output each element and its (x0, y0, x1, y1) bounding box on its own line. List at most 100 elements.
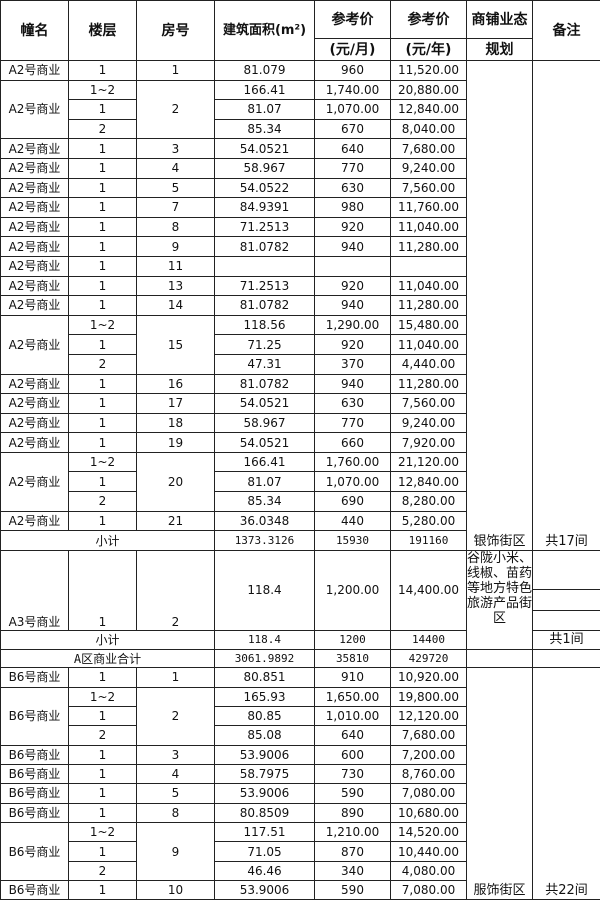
building-cell: B6号商业 (0, 763, 69, 785)
area-cell: 166.41 (214, 79, 315, 101)
building-cell: A2号商业 (0, 275, 69, 297)
building-cell: B6号商业 (0, 686, 69, 746)
floor-cell: 1 (68, 157, 137, 179)
table-row: 2 46.46 340 4,080.00 (1, 860, 600, 882)
table-row: 2 85.34 670 8,040.00 (1, 118, 600, 140)
yearly-price-cell: 7,200.00 (390, 744, 467, 765)
room-cell: 2 (136, 686, 215, 746)
floor-cell: 1 (68, 255, 137, 277)
table-row: A2号商业 1 21 36.0348 440 5,280.00 (0, 510, 600, 532)
floor-cell: 1 (68, 393, 137, 414)
floor-cell: 1~2 (68, 451, 137, 473)
zone-total-label: A区商业合计 (0, 649, 215, 669)
area-cell: 71.25 (214, 334, 315, 355)
floor-cell: 1 (68, 783, 137, 804)
building-cell: A2号商业 (0, 412, 69, 434)
floor-cell: 1 (68, 744, 137, 765)
room-cell: 8 (136, 216, 215, 238)
floor-cell: 2 (68, 860, 137, 882)
table-row: B6号商业 1 8 80.8509 890 10,680.00 (0, 802, 600, 824)
area-cell: 118.56 (214, 314, 315, 336)
header-row: 幢名 楼层 房号 建筑面积(m²) 参考价 参考价 商铺业态 备注 (0, 0, 600, 61)
yearly-price-cell: 9,240.00 (390, 157, 467, 179)
header-remark: 备注 (532, 0, 600, 61)
building-cell: B6号商业 (0, 667, 69, 688)
table-row: 1 81.07 1,070.00 12,840.00 (1, 99, 600, 120)
area-cell: 58.967 (214, 157, 315, 179)
header-format: 商铺业态 (466, 0, 533, 39)
floor-cell: 1 (68, 802, 137, 824)
monthly-price-cell: 890 (314, 802, 391, 824)
yearly-price-cell: 7,560.00 (390, 177, 467, 199)
header-room: 房号 (136, 0, 215, 61)
monthly-price-cell: 590 (314, 880, 391, 900)
building-cell: A3号商业 (0, 549, 69, 631)
room-cell: 4 (136, 763, 215, 785)
monthly-price-cell: 690 (314, 491, 391, 512)
room-cell: 5 (136, 783, 215, 804)
monthly-price-cell: 1,070.00 (314, 99, 391, 120)
remark-sub (533, 590, 600, 611)
yearly-price-cell: 7,080.00 (390, 880, 467, 900)
area-cell: 58.7975 (214, 763, 315, 785)
table-row: A2号商业 1 4 58.967 770 9,240.00 (0, 157, 600, 179)
area-cell: 81.0782 (214, 295, 315, 316)
monthly-price-cell: 640 (314, 138, 391, 159)
zone-total-monthly: 35810 (314, 649, 391, 669)
area-cell: 71.2513 (214, 216, 315, 238)
room-cell: 1 (136, 60, 215, 81)
yearly-price-cell: 14,520.00 (390, 821, 467, 843)
remark-sub (533, 551, 600, 590)
header-building: 幢名 (0, 0, 69, 61)
area-cell: 85.34 (214, 118, 315, 140)
yearly-price-cell (390, 255, 467, 277)
table-row: A2号商业 1 8 71.2513 920 11,040.00 (0, 216, 600, 238)
room-cell: 2 (136, 549, 215, 631)
yearly-price-cell: 11,040.00 (390, 216, 467, 238)
remark-cell: 共1间 (532, 629, 600, 651)
floor-cell: 1~2 (68, 821, 137, 843)
table-row: 2 85.34 690 8,280.00 (1, 491, 600, 512)
room-cell: 20 (136, 451, 215, 512)
floor-cell: 1 (68, 412, 137, 434)
yearly-price-cell: 19,800.00 (390, 686, 467, 707)
yearly-price-cell: 11,280.00 (390, 295, 467, 316)
yearly-price-cell: 12,840.00 (390, 99, 467, 120)
monthly-price-cell: 1,290.00 (314, 314, 391, 336)
subtotal-monthly: 1200 (314, 629, 391, 651)
floor-cell: 1 (68, 334, 137, 355)
zone-total-row: A区商业合计 3061.9892 35810 429720 (0, 649, 600, 669)
yearly-price-cell: 11,040.00 (390, 334, 467, 355)
table-row: A2号商业 1 14 81.0782 940 11,280.00 (0, 295, 600, 316)
building-cell: A2号商业 (0, 60, 69, 81)
remark-cell: 共22间 (532, 667, 600, 900)
table-row: 2 85.08 640 7,680.00 (1, 725, 600, 746)
monthly-price-cell: 920 (314, 216, 391, 238)
table-row: A2号商业 1~2 15 118.56 1,290.00 15,480.00 (0, 314, 600, 375)
table-row: 1 80.85 1,010.00 12,120.00 (1, 705, 600, 727)
area-cell: 85.34 (214, 491, 315, 512)
monthly-price-cell: 980 (314, 197, 391, 218)
yearly-price-cell: 4,440.00 (390, 353, 467, 375)
format-cell: 银饰街区 (466, 60, 533, 551)
floor-cell: 1 (68, 138, 137, 159)
room-cell: 15 (136, 314, 215, 375)
subtotal-label: 小计 (0, 629, 215, 651)
yearly-price-cell: 7,920.00 (390, 432, 467, 453)
remark-cell-empty (532, 649, 600, 669)
area-cell (214, 255, 315, 277)
floor-cell: 1 (68, 236, 137, 257)
remark-cell (532, 549, 600, 631)
monthly-price-cell: 600 (314, 744, 391, 765)
monthly-price-cell: 910 (314, 667, 391, 688)
area-cell: 81.0782 (214, 236, 315, 257)
monthly-price-cell: 1,760.00 (314, 451, 391, 473)
floor-cell: 1 (68, 275, 137, 297)
building-cell: A2号商业 (0, 432, 69, 453)
room-cell: 11 (136, 255, 215, 277)
table-row: B6号商业 1 1 80.851 910 10,920.00 服饰街区 共22间 (0, 667, 600, 900)
building-cell: A2号商业 (0, 510, 69, 532)
monthly-price-cell: 440 (314, 510, 391, 532)
floor-cell: 1~2 (68, 79, 137, 101)
monthly-price-cell: 1,200.00 (314, 549, 391, 631)
